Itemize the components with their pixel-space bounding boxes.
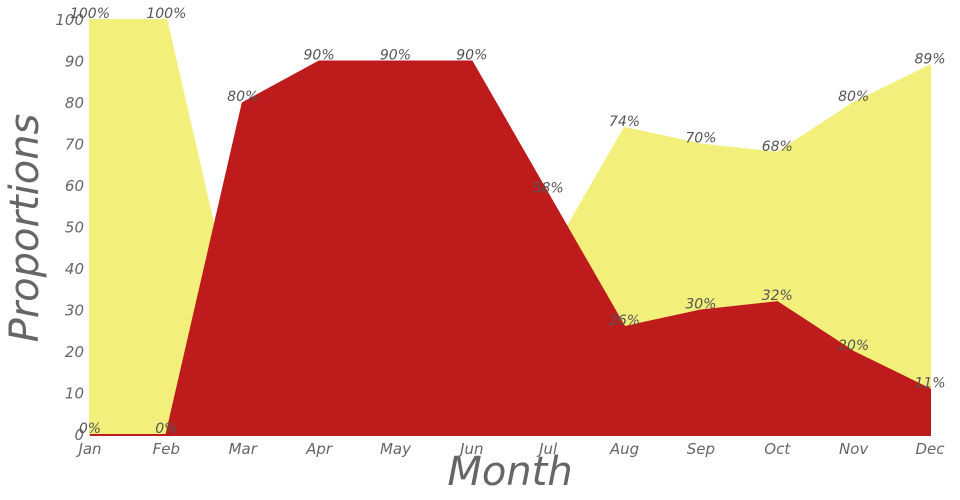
y-tick-label: 70 (65, 136, 84, 154)
y-tick-label: 10 (65, 385, 84, 403)
x-tick-label-mar: Mar (229, 440, 258, 458)
data-label-series-2: 90% (380, 48, 411, 64)
y-tick-label: 20 (65, 343, 84, 361)
y-tick-label: 0 (74, 426, 84, 444)
x-axis-title: Month (447, 449, 572, 495)
y-tick-label: 40 (65, 260, 84, 278)
data-label-series-2: 32% (762, 288, 793, 304)
x-tick-label-may: May (380, 440, 412, 458)
area-series-2 (90, 60, 931, 436)
data-label-series-1: 68% (762, 139, 793, 155)
data-label-series-1: 70% (685, 131, 716, 147)
data-label-series-1: 100% (146, 6, 186, 22)
x-tick-label-dec: Dec (915, 440, 945, 458)
x-tick-label-nov: Nov (839, 440, 869, 458)
x-tick-label-oct: Oct (764, 440, 791, 458)
data-label-series-2: 26% (609, 313, 640, 329)
data-label-series-1: 89% (914, 52, 945, 68)
y-axis-title: Proportions (2, 114, 48, 343)
data-label-series-2: 0% (155, 421, 177, 437)
data-label-series-1: 100% (70, 6, 110, 22)
x-tick-label-jan: Jan (75, 440, 101, 458)
area-series-group (89, 19, 931, 436)
y-tick-label: 80 (65, 94, 84, 112)
x-axis-tick-labels: Jan Feb Mar Apr May Jun Jul Aug Sep Oct Nov Dec (75, 440, 945, 458)
data-label-series-2: 30% (685, 297, 716, 313)
x-tick-label-feb: Feb (153, 440, 180, 458)
data-labels: 100% 100% 74% 70% 68% 80% 89% 0% 0% 80% 90% 90% 90% 5… (70, 6, 946, 437)
y-axis-tick-labels: 0 10 20 30 40 50 60 70 80 90 100 (55, 11, 84, 444)
data-label-series-2: 20% (838, 338, 869, 354)
data-label-series-2: 0% (79, 421, 101, 437)
y-tick-label: 50 (65, 219, 84, 237)
y-tick-label: 90 (65, 53, 84, 71)
data-label-series-2: 58% (533, 180, 564, 196)
data-label-series-1: 74% (609, 114, 640, 130)
x-tick-label-apr: Apr (305, 440, 333, 458)
y-tick-label: 30 (65, 302, 84, 320)
data-label-series-2: 11% (914, 375, 945, 391)
data-label-series-2: 80% (227, 89, 258, 105)
x-tick-label-aug: Aug (609, 440, 639, 458)
x-tick-label-sep: Sep (687, 440, 715, 458)
x-tick-label-jul: Jul (536, 440, 558, 458)
data-label-series-2: 90% (304, 48, 335, 64)
y-tick-label: 60 (65, 177, 84, 195)
y-tick-label: 100 (55, 11, 84, 29)
data-label-series-2: 90% (456, 48, 487, 64)
data-label-series-1: 80% (838, 89, 869, 105)
x-tick-label-jun: Jun (457, 440, 483, 458)
